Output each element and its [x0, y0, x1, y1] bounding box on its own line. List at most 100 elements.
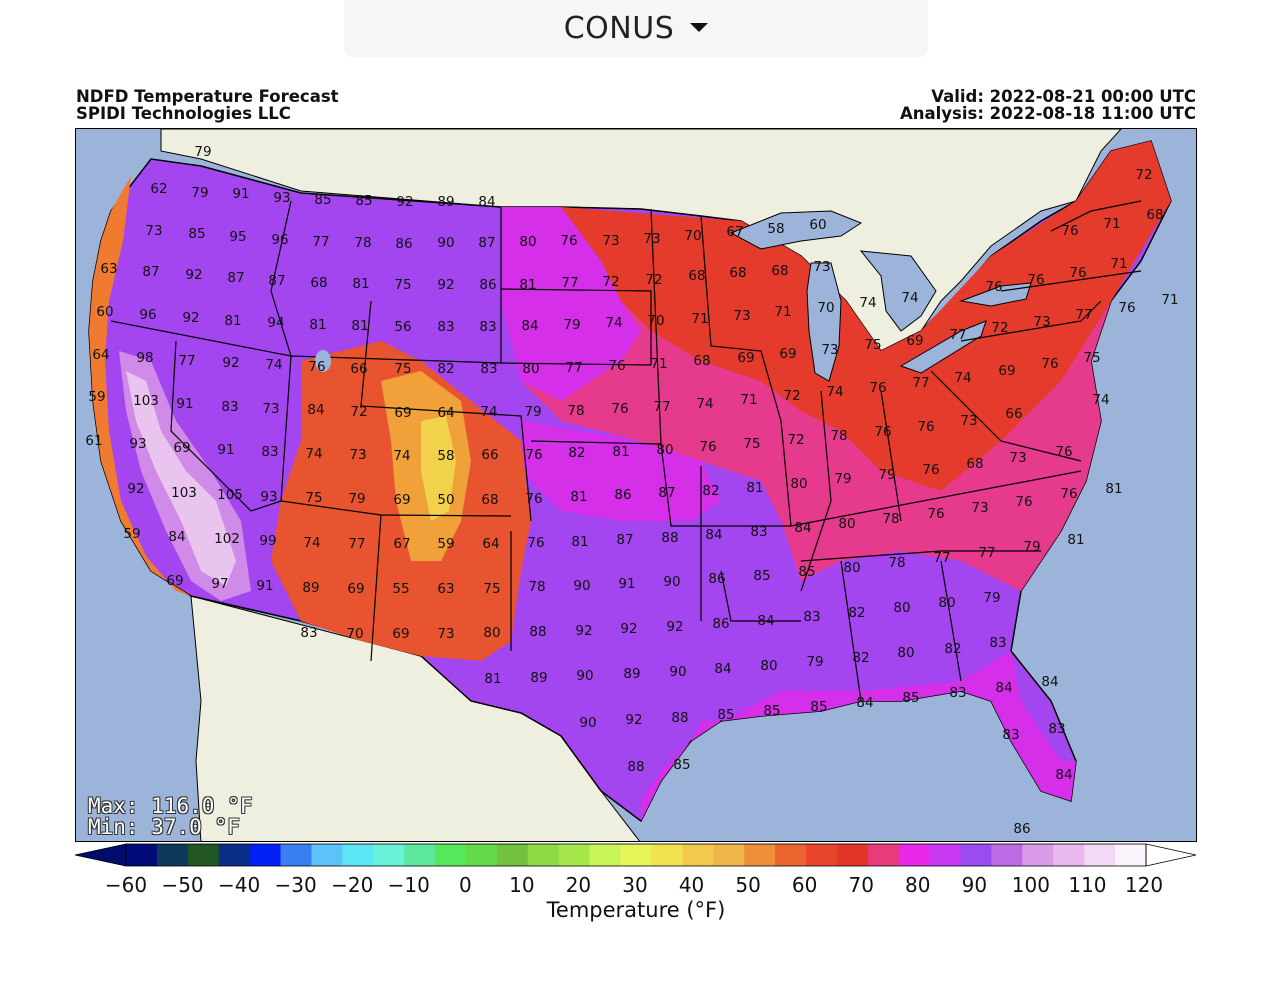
temperature-label: 78 [888, 555, 905, 571]
colorbar-tick-label: 90 [961, 873, 988, 897]
colorbar-tick-label: 120 [1124, 873, 1164, 897]
temperature-label: 81 [570, 489, 587, 505]
temperature-label: 73 [813, 259, 830, 275]
colorbar-tick-label: 10 [509, 873, 535, 897]
temperature-label: 58 [437, 448, 454, 464]
temperature-label: 99 [259, 533, 276, 549]
temperature-label: 95 [229, 229, 246, 245]
colorbar-tick-label: −50 [161, 873, 204, 897]
temperature-label: 83 [300, 625, 317, 641]
temperature-label: 78 [882, 511, 899, 527]
temperature-label: 73 [437, 626, 454, 642]
temperature-label: 55 [392, 581, 409, 597]
temperature-label: 77 [978, 545, 995, 561]
temperature-label: 81 [519, 277, 536, 293]
temperature-label: 83 [479, 319, 496, 335]
colorbar-swatch [589, 844, 622, 866]
temperature-label: 73 [262, 401, 279, 417]
temperature-label: 71 [1110, 256, 1127, 272]
temp-zone-very-hot [126, 371, 236, 586]
temperature-label: 73 [971, 500, 988, 516]
region-selector[interactable]: CONUS [344, 0, 928, 57]
temperature-label: 61 [85, 433, 102, 449]
temperature-label: 73 [733, 308, 750, 324]
temperature-label: 87 [658, 485, 675, 501]
temperature-label: 81 [351, 318, 368, 334]
temperature-label: 90 [663, 574, 680, 590]
temperature-label: 74 [954, 370, 971, 386]
temperature-label: 68 [771, 263, 788, 279]
temperature-label: 71 [691, 311, 708, 327]
temperature-label: 84 [478, 194, 495, 210]
max-temperature: Max: 116.0 °F [88, 794, 253, 818]
temperature-label: 71 [740, 392, 757, 408]
temperature-label: 75 [394, 277, 411, 293]
temperature-label: 82 [848, 605, 865, 621]
temperature-label: 77 [348, 536, 365, 552]
caret-down-icon [690, 23, 709, 32]
temperature-label: 88 [627, 759, 644, 775]
temperature-label: 92 [575, 623, 592, 639]
colorbar-swatch [867, 844, 900, 866]
temperature-label: 85 [810, 699, 827, 715]
temperature-label: 85 [753, 568, 770, 584]
temperature-label: 79 [983, 590, 1000, 606]
temp-zone-65-75 [561, 141, 1171, 491]
temperature-label: 69 [393, 492, 410, 508]
temperature-label: 79 [806, 654, 823, 670]
colorbar-swatch [466, 844, 498, 866]
temperature-label: 76 [527, 535, 544, 551]
temperature-label: 79 [878, 467, 895, 483]
temperature-label: 77 [178, 353, 195, 369]
temperature-label: 58 [767, 221, 784, 237]
temperature-label: 74 [826, 384, 843, 400]
temperature-label: 70 [346, 626, 363, 642]
temperature-label: 74 [305, 446, 322, 462]
temperature-label: 74 [480, 404, 497, 420]
temperature-label: 81 [746, 480, 763, 496]
temperature-label: 76 [869, 380, 886, 396]
temperature-label: 103 [171, 485, 197, 501]
temperature-label: 82 [852, 650, 869, 666]
temperature-label: 75 [743, 436, 760, 452]
temperature-label: 74 [901, 290, 918, 306]
temperature-label: 79 [563, 317, 580, 333]
temperature-label: 76 [874, 424, 891, 440]
temperature-label: 63 [100, 261, 117, 277]
colorbar-swatch [806, 844, 838, 866]
colorbar-swatch [311, 844, 343, 866]
temperature-label: 81 [1105, 481, 1122, 497]
temperature-label: 76 [611, 401, 628, 417]
temperature-label: 59 [437, 536, 454, 552]
temperature-label: 83 [221, 399, 238, 415]
temperature-label: 79 [194, 144, 211, 160]
temperature-label: 76 [927, 506, 944, 522]
colorbar-tick-label: 70 [848, 873, 874, 897]
temperature-label: 66 [1005, 406, 1022, 422]
temperature-label: 96 [139, 307, 156, 323]
temperature-label: 60 [96, 304, 113, 320]
temperature-label: 76 [985, 279, 1002, 295]
temperature-label: 87 [142, 264, 159, 280]
temperature-label: 86 [479, 277, 496, 293]
colorbar-tick-label: 40 [678, 873, 705, 897]
colorbar-swatch [929, 844, 962, 866]
colorbar-tick-label: −40 [218, 873, 261, 897]
min-temperature: Min: 37.0 °F [88, 815, 240, 839]
temperature-label: 81 [612, 444, 629, 460]
temperature-label: 85 [717, 707, 734, 723]
colorbar-swatch [496, 844, 529, 866]
temperature-label: 77 [653, 399, 670, 415]
temperature-label: 77 [565, 360, 582, 376]
temperature-label: 76 [1027, 272, 1044, 288]
colorbar-swatch [126, 844, 158, 866]
temperature-label: 102 [214, 531, 240, 547]
temperature-label: 77 [1075, 307, 1092, 323]
temperature-label: 87 [227, 270, 244, 286]
temperature-label: 85 [902, 690, 919, 706]
temperature-label: 92 [127, 481, 144, 497]
temperature-label: 73 [602, 233, 619, 249]
map-title: NDFD Temperature Forecast [76, 87, 339, 106]
colorbar-under-arrow [74, 843, 127, 867]
temperature-label: 85 [798, 564, 815, 580]
